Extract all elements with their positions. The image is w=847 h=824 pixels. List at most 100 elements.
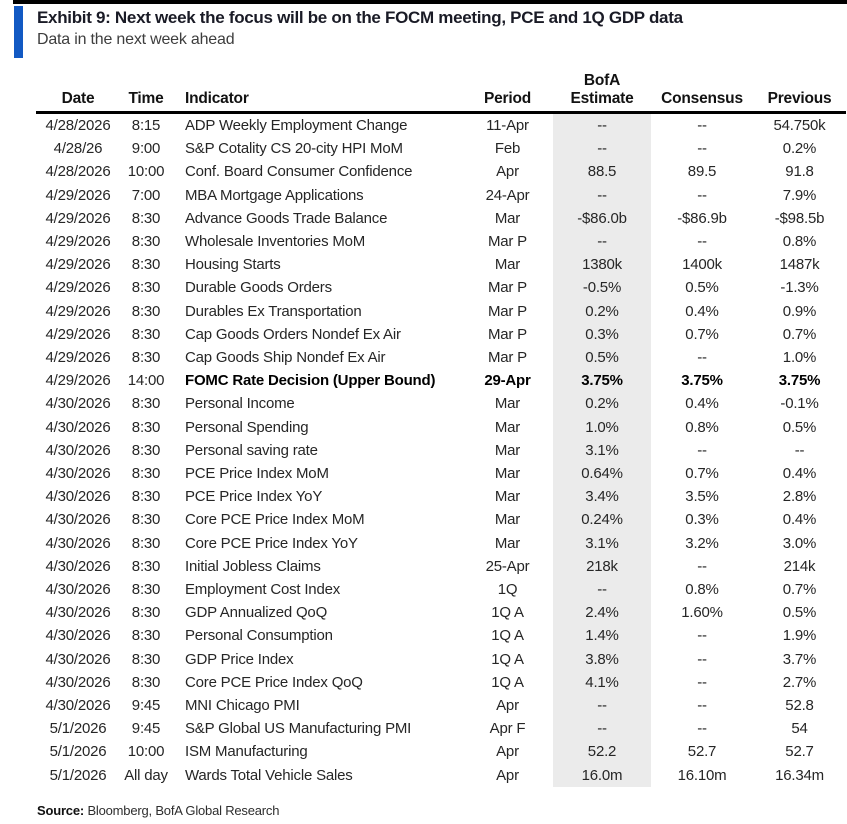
cell-time: 8:30 [131, 650, 161, 668]
cell-previous: 54.750k [773, 117, 826, 134]
cell-indicator: Core PCE Price Index YoY [185, 534, 358, 552]
cell-previous: 16.34m [775, 766, 824, 784]
cell-indicator: Durables Ex Transportation [185, 302, 362, 320]
cell-estimate: 0.64% [553, 462, 651, 486]
cell-previous: -0.1% [780, 395, 819, 413]
cell-time: 8:30 [131, 209, 161, 227]
top-rule [13, 0, 847, 4]
cell-time: 8:30 [131, 488, 161, 506]
cell-consensus: -- [697, 650, 707, 668]
cell-previous: 2.8% [782, 488, 817, 506]
cell-date: 4/30/2026 [45, 673, 111, 691]
cell-estimate: 0.24% [553, 508, 651, 532]
cell-period: Mar P [487, 302, 527, 320]
cell-indicator: ISM Manufacturing [185, 743, 308, 761]
cell-consensus: -- [697, 233, 707, 251]
cell-previous: 0.9% [782, 302, 817, 320]
cell-time: 10:00 [127, 163, 165, 181]
cell-indicator: MNI Chicago PMI [185, 697, 300, 715]
table-row: 4/29/2026 8:30 Housing Starts Mar 1380k 1400k… [36, 253, 846, 277]
cell-indicator: Personal Income [185, 395, 295, 413]
cell-estimate: -0.5% [553, 276, 651, 300]
cell-date: 4/28/26 [53, 140, 103, 158]
cell-consensus: -- [697, 627, 707, 645]
cell-time: 14:00 [127, 372, 165, 390]
cell-estimate: -$86.0b [553, 206, 651, 231]
cell-estimate: -- [553, 694, 651, 718]
exhibit-title: Exhibit 9: Next week the focus will be o… [37, 8, 683, 27]
cell-date: 4/29/2026 [45, 233, 111, 251]
cell-period: 1Q [497, 581, 518, 599]
col-header-time: Time [120, 72, 172, 114]
table-row: 4/28/2026 10:00 Conf. Board Consumer Confi… [36, 160, 846, 184]
cell-indicator: Cap Goods Orders Nondef Ex Air [185, 325, 401, 343]
table-row: 4/30/2026 9:45 MNI Chicago PMI Apr -- -- 52.8 [36, 694, 846, 718]
cell-estimate: 3.1% [553, 531, 651, 555]
source-text: Bloomberg, BofA Global Research [87, 803, 280, 818]
cell-period: Apr [496, 743, 519, 761]
cell-previous: 0.4% [782, 511, 817, 529]
cell-indicator: MBA Mortgage Applications [185, 186, 364, 204]
cell-consensus: 0.7% [685, 465, 719, 483]
table-row: 4/29/2026 8:30 Durables Ex Transportation M… [36, 299, 846, 323]
source-line: Source: Bloomberg, BofA Global Research [37, 803, 279, 818]
cell-previous: 1487k [779, 256, 820, 274]
table-header: Date Time Indicator Period BofA Estimate… [36, 72, 846, 114]
cell-period: Mar [494, 511, 521, 529]
cell-period: Mar [494, 488, 521, 506]
cell-consensus: -- [697, 557, 707, 575]
cell-estimate: 3.4% [553, 485, 651, 509]
cell-consensus: 0.8% [685, 581, 719, 599]
cell-indicator: Durable Goods Orders [185, 279, 332, 297]
cell-indicator: Cap Goods Ship Nondef Ex Air [185, 349, 386, 367]
cell-estimate: 1.0% [553, 415, 651, 439]
table-row: 4/30/2026 8:30 PCE Price Index MoM Mar 0.64%… [36, 462, 846, 486]
cell-consensus: 0.5% [685, 279, 719, 297]
cell-consensus: -- [697, 697, 707, 715]
cell-indicator: Personal Spending [185, 418, 309, 436]
cell-previous: 3.0% [782, 534, 817, 552]
cell-previous: 0.7% [782, 581, 817, 599]
cell-indicator: Core PCE Price Index QoQ [185, 673, 363, 691]
cell-date: 4/30/2026 [45, 395, 111, 413]
cell-consensus: 52.7 [687, 743, 717, 761]
cell-consensus: -- [697, 140, 707, 158]
cell-period: Mar P [487, 233, 527, 251]
table-row: 4/29/2026 8:30 Advance Goods Trade Balance… [36, 206, 846, 231]
cell-previous: 0.2% [782, 140, 817, 158]
cell-estimate: -- [553, 578, 651, 602]
cell-estimate: -- [553, 717, 651, 741]
table-row: 4/29/2026 7:00 MBA Mortgage Applications 24… [36, 183, 846, 207]
cell-period: Feb [494, 140, 521, 158]
cell-indicator: FOMC Rate Decision (Upper Bound) [185, 372, 436, 390]
cell-period: Mar P [487, 349, 527, 367]
cell-time: 8:30 [131, 534, 161, 552]
cell-indicator: GDP Price Index [185, 650, 294, 668]
cell-date: 4/29/2026 [45, 256, 111, 274]
cell-consensus: 3.75% [681, 372, 723, 390]
cell-time: 10:00 [127, 743, 165, 761]
data-table: Date Time Indicator Period BofA Estimate… [36, 72, 846, 787]
cell-indicator: Employment Cost Index [185, 581, 341, 599]
cell-period: Apr F [489, 720, 526, 738]
cell-period: Apr [496, 697, 519, 715]
cell-period: Mar [494, 209, 521, 227]
table-row: 4/30/2026 8:30 Initial Jobless Claims 25-Ap… [36, 554, 846, 579]
cell-period: Apr [496, 163, 519, 181]
cell-period: 24-Apr [485, 186, 530, 204]
cell-period: Mar [494, 418, 521, 436]
cell-previous: 91.8 [785, 163, 814, 181]
cell-previous: 1.9% [782, 627, 817, 645]
cell-indicator: Housing Starts [185, 256, 281, 274]
cell-indicator: Wards Total Vehicle Sales [185, 766, 353, 784]
cell-previous: 52.7 [785, 743, 814, 761]
cell-indicator: Conf. Board Consumer Confidence [185, 163, 413, 181]
cell-estimate: 4.1% [553, 670, 651, 695]
cell-estimate: -- [553, 137, 651, 161]
exhibit-titles: Exhibit 9: Next week the focus will be o… [23, 6, 683, 58]
cell-consensus: 1.60% [681, 604, 723, 622]
cell-estimate: 52.2 [553, 740, 651, 764]
cell-time: 8:30 [131, 673, 161, 691]
cell-date: 4/30/2026 [45, 511, 111, 529]
